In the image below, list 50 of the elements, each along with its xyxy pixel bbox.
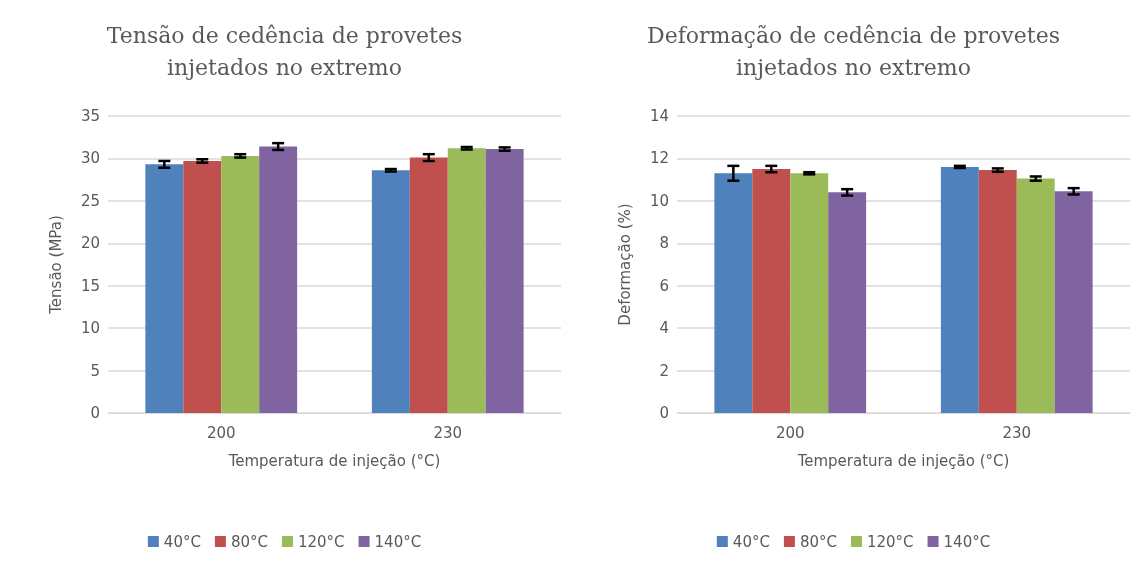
y-tick-label: 0 (659, 404, 669, 422)
y-tick-label: 8 (659, 234, 669, 253)
x-axis-title: Temperatura de injeção (°C) (796, 451, 1010, 470)
x-tick-label: 230 (433, 423, 463, 442)
bar (371, 170, 410, 413)
bar (221, 155, 260, 413)
y-axis-title: Deformação (%) (615, 203, 634, 326)
bar (714, 173, 753, 413)
bar (752, 169, 791, 413)
y-tick-label: 30 (80, 149, 100, 168)
legend-label: 120°C (866, 532, 914, 551)
y-tick-label: 14 (649, 107, 669, 125)
legend-label: 140°C (374, 532, 422, 551)
legend-label: 80°C (799, 532, 837, 551)
bar (485, 149, 524, 413)
y-tick-label: 25 (80, 191, 100, 210)
bar (183, 160, 222, 413)
x-axis-title: Temperatura de injeção (°C) (227, 451, 441, 470)
y-tick-label: 0 (90, 404, 100, 422)
y-tick-label: 4 (659, 319, 669, 338)
x-tick-label: 230 (1002, 423, 1032, 442)
y-tick-label: 35 (80, 107, 100, 125)
legend-label: 40°C (163, 532, 201, 551)
y-tick-label: 10 (80, 319, 100, 338)
bar (447, 148, 486, 413)
bar (828, 192, 867, 413)
chart-title: Tensão de cedência de provetes injetados no extremo (106, 22, 463, 80)
y-tick-label: 6 (659, 276, 669, 295)
legend-label: 40°C (732, 532, 770, 551)
y-tick-label: 12 (649, 149, 669, 168)
y-tick-label: 2 (659, 361, 669, 380)
legend-label: 80°C (230, 532, 268, 551)
x-tick-label: 200 (775, 423, 805, 442)
y-tick-label: 15 (80, 276, 100, 295)
y-axis-title: Tensão (MPa) (46, 215, 65, 315)
x-tick-label: 200 (206, 423, 236, 442)
chart-title: Deformação de cedência de provetes injetados no extremo (647, 22, 1060, 80)
legend-label: 120°C (297, 532, 345, 551)
bar (1016, 178, 1055, 413)
legend-label: 140°C (943, 532, 991, 551)
bar (259, 146, 298, 413)
bar (145, 164, 184, 413)
y-tick-label: 5 (90, 361, 100, 380)
y-tick-label: 10 (649, 191, 669, 210)
bar (1054, 191, 1093, 413)
bar (940, 166, 979, 413)
bar (409, 157, 448, 413)
bar (978, 170, 1017, 413)
y-tick-label: 20 (80, 234, 100, 253)
bar (790, 173, 829, 413)
